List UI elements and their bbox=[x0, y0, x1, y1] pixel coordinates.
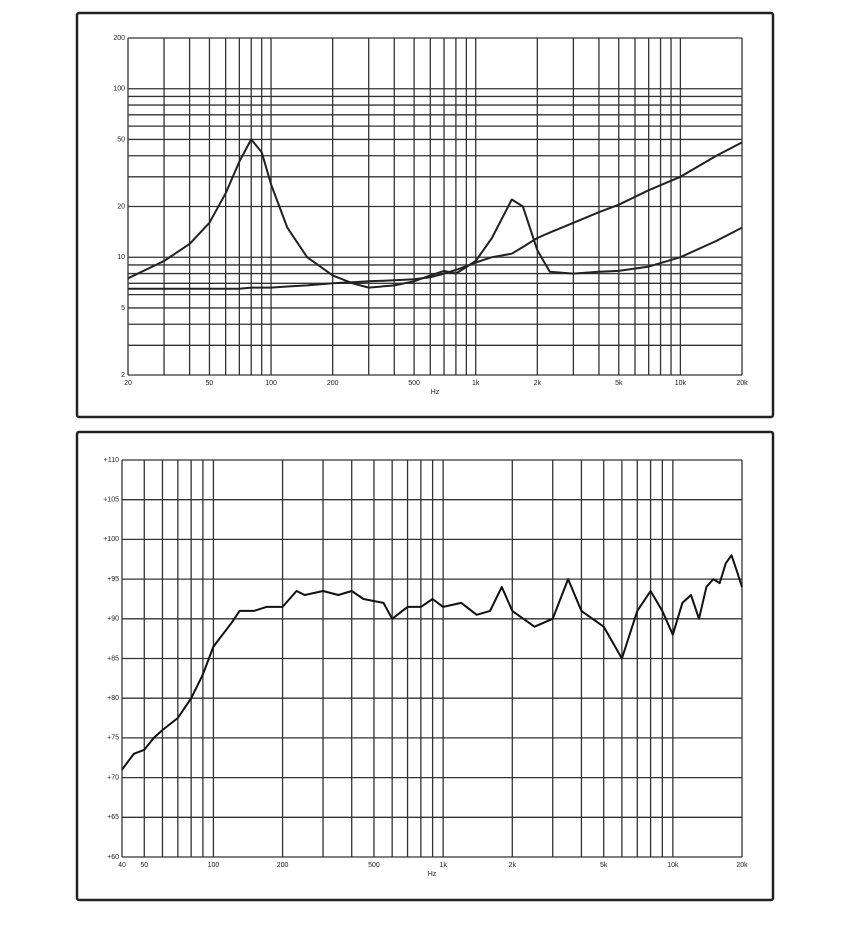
x-tick-label: 2k bbox=[534, 380, 542, 387]
x-tick-label: 20 bbox=[124, 380, 132, 387]
x-tick-label: 100 bbox=[265, 380, 277, 387]
x-tick-label: 20k bbox=[736, 380, 748, 387]
x-axis-label: Hz bbox=[431, 389, 440, 396]
x-tick-label: 5k bbox=[615, 380, 623, 387]
y-tick-label: 50 bbox=[117, 136, 125, 143]
x-tick-label: 5k bbox=[600, 862, 608, 869]
y-tick-label: 200 bbox=[113, 35, 125, 42]
y-tick-label: +105 bbox=[103, 497, 119, 504]
y-tick-label: +110 bbox=[104, 457, 119, 464]
x-tick-label: 50 bbox=[206, 380, 214, 387]
x-tick-label: 500 bbox=[368, 862, 380, 869]
x-tick-label: 2k bbox=[509, 862, 517, 869]
y-tick-label: 10 bbox=[117, 254, 125, 261]
data-line bbox=[121, 554, 743, 771]
y-tick-label: +70 bbox=[107, 774, 119, 781]
y-tick-label: +95 bbox=[107, 576, 119, 583]
x-tick-label: 200 bbox=[327, 380, 339, 387]
x-tick-label: 100 bbox=[208, 862, 220, 869]
x-tick-label: 10k bbox=[675, 380, 687, 387]
y-tick-label: +60 bbox=[107, 854, 119, 861]
x-tick-label: 500 bbox=[408, 380, 420, 387]
y-tick-label: +75 bbox=[107, 735, 119, 742]
y-tick-label: +100 bbox=[103, 536, 119, 543]
y-tick-label: 100 bbox=[113, 86, 125, 93]
y-tick-label: 2 bbox=[121, 372, 125, 379]
panel bbox=[75, 430, 775, 902]
x-tick-label: 40 bbox=[118, 862, 126, 869]
x-tick-label: 1k bbox=[439, 862, 447, 869]
x-tick-label: 20k bbox=[736, 862, 748, 869]
y-tick-label: 5 bbox=[121, 305, 125, 312]
y-tick-label: +90 bbox=[107, 616, 119, 623]
y-tick-label: +65 bbox=[107, 814, 119, 821]
data-line bbox=[128, 141, 743, 290]
x-axis-label: Hz bbox=[428, 871, 437, 878]
y-tick-label: 20 bbox=[117, 203, 125, 210]
panel bbox=[75, 11, 775, 419]
x-tick-label: 50 bbox=[140, 862, 148, 869]
y-tick-label: +85 bbox=[107, 655, 119, 662]
x-tick-label: 1k bbox=[472, 380, 480, 387]
x-tick-label: 200 bbox=[277, 862, 289, 869]
y-tick-label: +80 bbox=[107, 695, 119, 702]
x-tick-label: 10k bbox=[667, 862, 679, 869]
